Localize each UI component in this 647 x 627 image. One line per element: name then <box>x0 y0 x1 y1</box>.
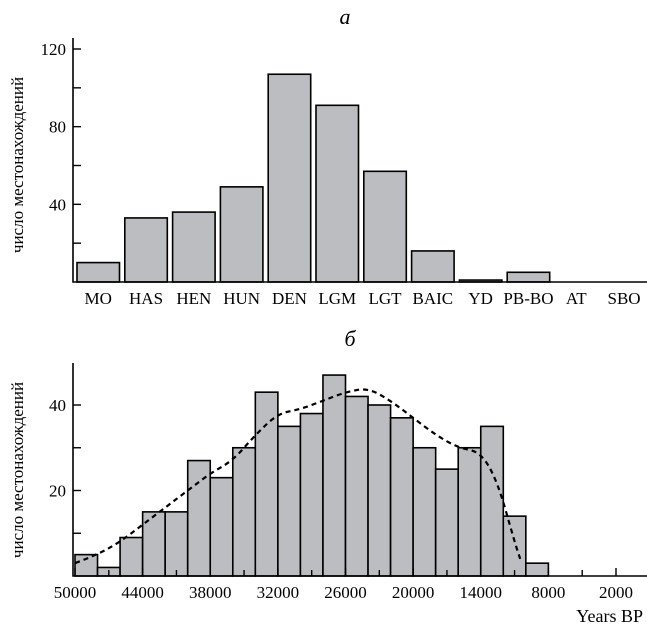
panel-b-x-tick-label: 44000 <box>121 583 164 602</box>
panel-a-y-ticks: 40 80 120 <box>41 40 81 244</box>
panel-b-x-tick-label: 32000 <box>257 583 300 602</box>
panel-b-bar <box>525 562 550 577</box>
panel-a-bar-hen <box>171 211 216 283</box>
panel-b-x-tick-label: 38000 <box>189 583 232 602</box>
panel-b-x-tick-label: 20000 <box>392 583 435 602</box>
panel-a-x-tick-label: SBO <box>608 289 641 308</box>
panel-a-x-tick-label: DEN <box>272 289 307 308</box>
panel-b-bars <box>74 374 550 577</box>
panel-b-bar <box>209 476 234 577</box>
panel-a-bar-lgt <box>362 170 408 283</box>
panel-b-bar <box>254 391 279 577</box>
panel-b-bar <box>389 417 414 577</box>
panel-a-bar-baic <box>410 250 455 283</box>
panel-b-axes <box>72 363 647 577</box>
panel-a-y-tick-label: 40 <box>49 195 66 214</box>
panel-b-bar <box>322 374 347 577</box>
panel-b-x-tick-label: 8000 <box>531 583 565 602</box>
panel-a-y-axis-title: число местонахождений <box>8 77 27 253</box>
panel-a-x-tick-label: LGM <box>318 289 356 308</box>
panel-a-x-tick-label: LGT <box>369 289 403 308</box>
panel-b-x-tick-label: 2000 <box>599 583 633 602</box>
panel-b-bar <box>186 459 212 577</box>
panel-a-x-tick-label: HEN <box>176 289 211 308</box>
panel-a-bar-lgm <box>315 104 360 283</box>
panel-b-y-tick-label: 20 <box>49 482 66 501</box>
panel-a-bar-has <box>124 217 169 283</box>
panel-b-x-ticks: 50000 44000 38000 32000 26000 20000 14000 8000 2… <box>54 568 633 602</box>
panel-b-x-tick-label: 26000 <box>324 583 367 602</box>
panel-a-x-tick-label: YD <box>468 289 493 308</box>
panel-b-y-axis-title: число местонахождений <box>8 382 27 558</box>
panel-b-bar <box>434 468 460 577</box>
panel-a-bar-den <box>267 73 312 283</box>
panel-a-y-axis <box>72 38 647 283</box>
panel-a-bar-mo <box>76 261 121 283</box>
panel-a-x-tick-label: HUN <box>223 289 260 308</box>
panel-b-bar <box>502 515 527 577</box>
panel-b-x-tick-label: 14000 <box>460 583 503 602</box>
panel-a-y-tick-label: 80 <box>49 118 66 137</box>
panel-a-bar-hun <box>219 186 264 283</box>
panel-b-bar <box>164 511 189 577</box>
panel-b-bar <box>231 446 257 577</box>
panel-a-letter: а <box>340 4 351 29</box>
panel-b-bar <box>412 446 437 577</box>
panel-b-bar <box>367 404 392 577</box>
panel-a-x-tick-label: BAIC <box>413 289 454 308</box>
panel-b-trend-line <box>74 388 522 565</box>
panel-b-x-axis-title: Years BP <box>576 606 643 626</box>
panel-b-bar <box>457 446 482 577</box>
panel-a-x-tick-label: MO <box>85 289 112 308</box>
panel-b-y-tick-label: 40 <box>49 396 66 415</box>
panel-a-bar-pb-bo <box>506 271 551 283</box>
panel-b-x-tick-label: 50000 <box>54 583 97 602</box>
panel-b-bar <box>299 412 324 577</box>
panel-b-bar <box>479 425 505 577</box>
panel-b-letter: б <box>344 326 356 351</box>
panel-a-x-tick-label: HAS <box>129 289 163 308</box>
panel-b-bar <box>277 425 302 577</box>
panel-a-x-tick-labels: MO HAS HEN HUN DEN LGM LGT BAIC YD PB-BO AT SBO <box>85 289 641 308</box>
panel-b-bar <box>119 536 144 577</box>
panel-a-x-tick-label: AT <box>566 289 587 308</box>
panel-a-histogram: а число местонахождений 40 80 120 MO HAS HEN… <box>8 4 647 308</box>
panel-a-y-tick-label: 120 <box>41 40 67 59</box>
panel-b-bar <box>344 395 369 577</box>
panel-a-x-tick-label: PB-BO <box>503 289 553 308</box>
panel-a-bars <box>76 73 551 283</box>
